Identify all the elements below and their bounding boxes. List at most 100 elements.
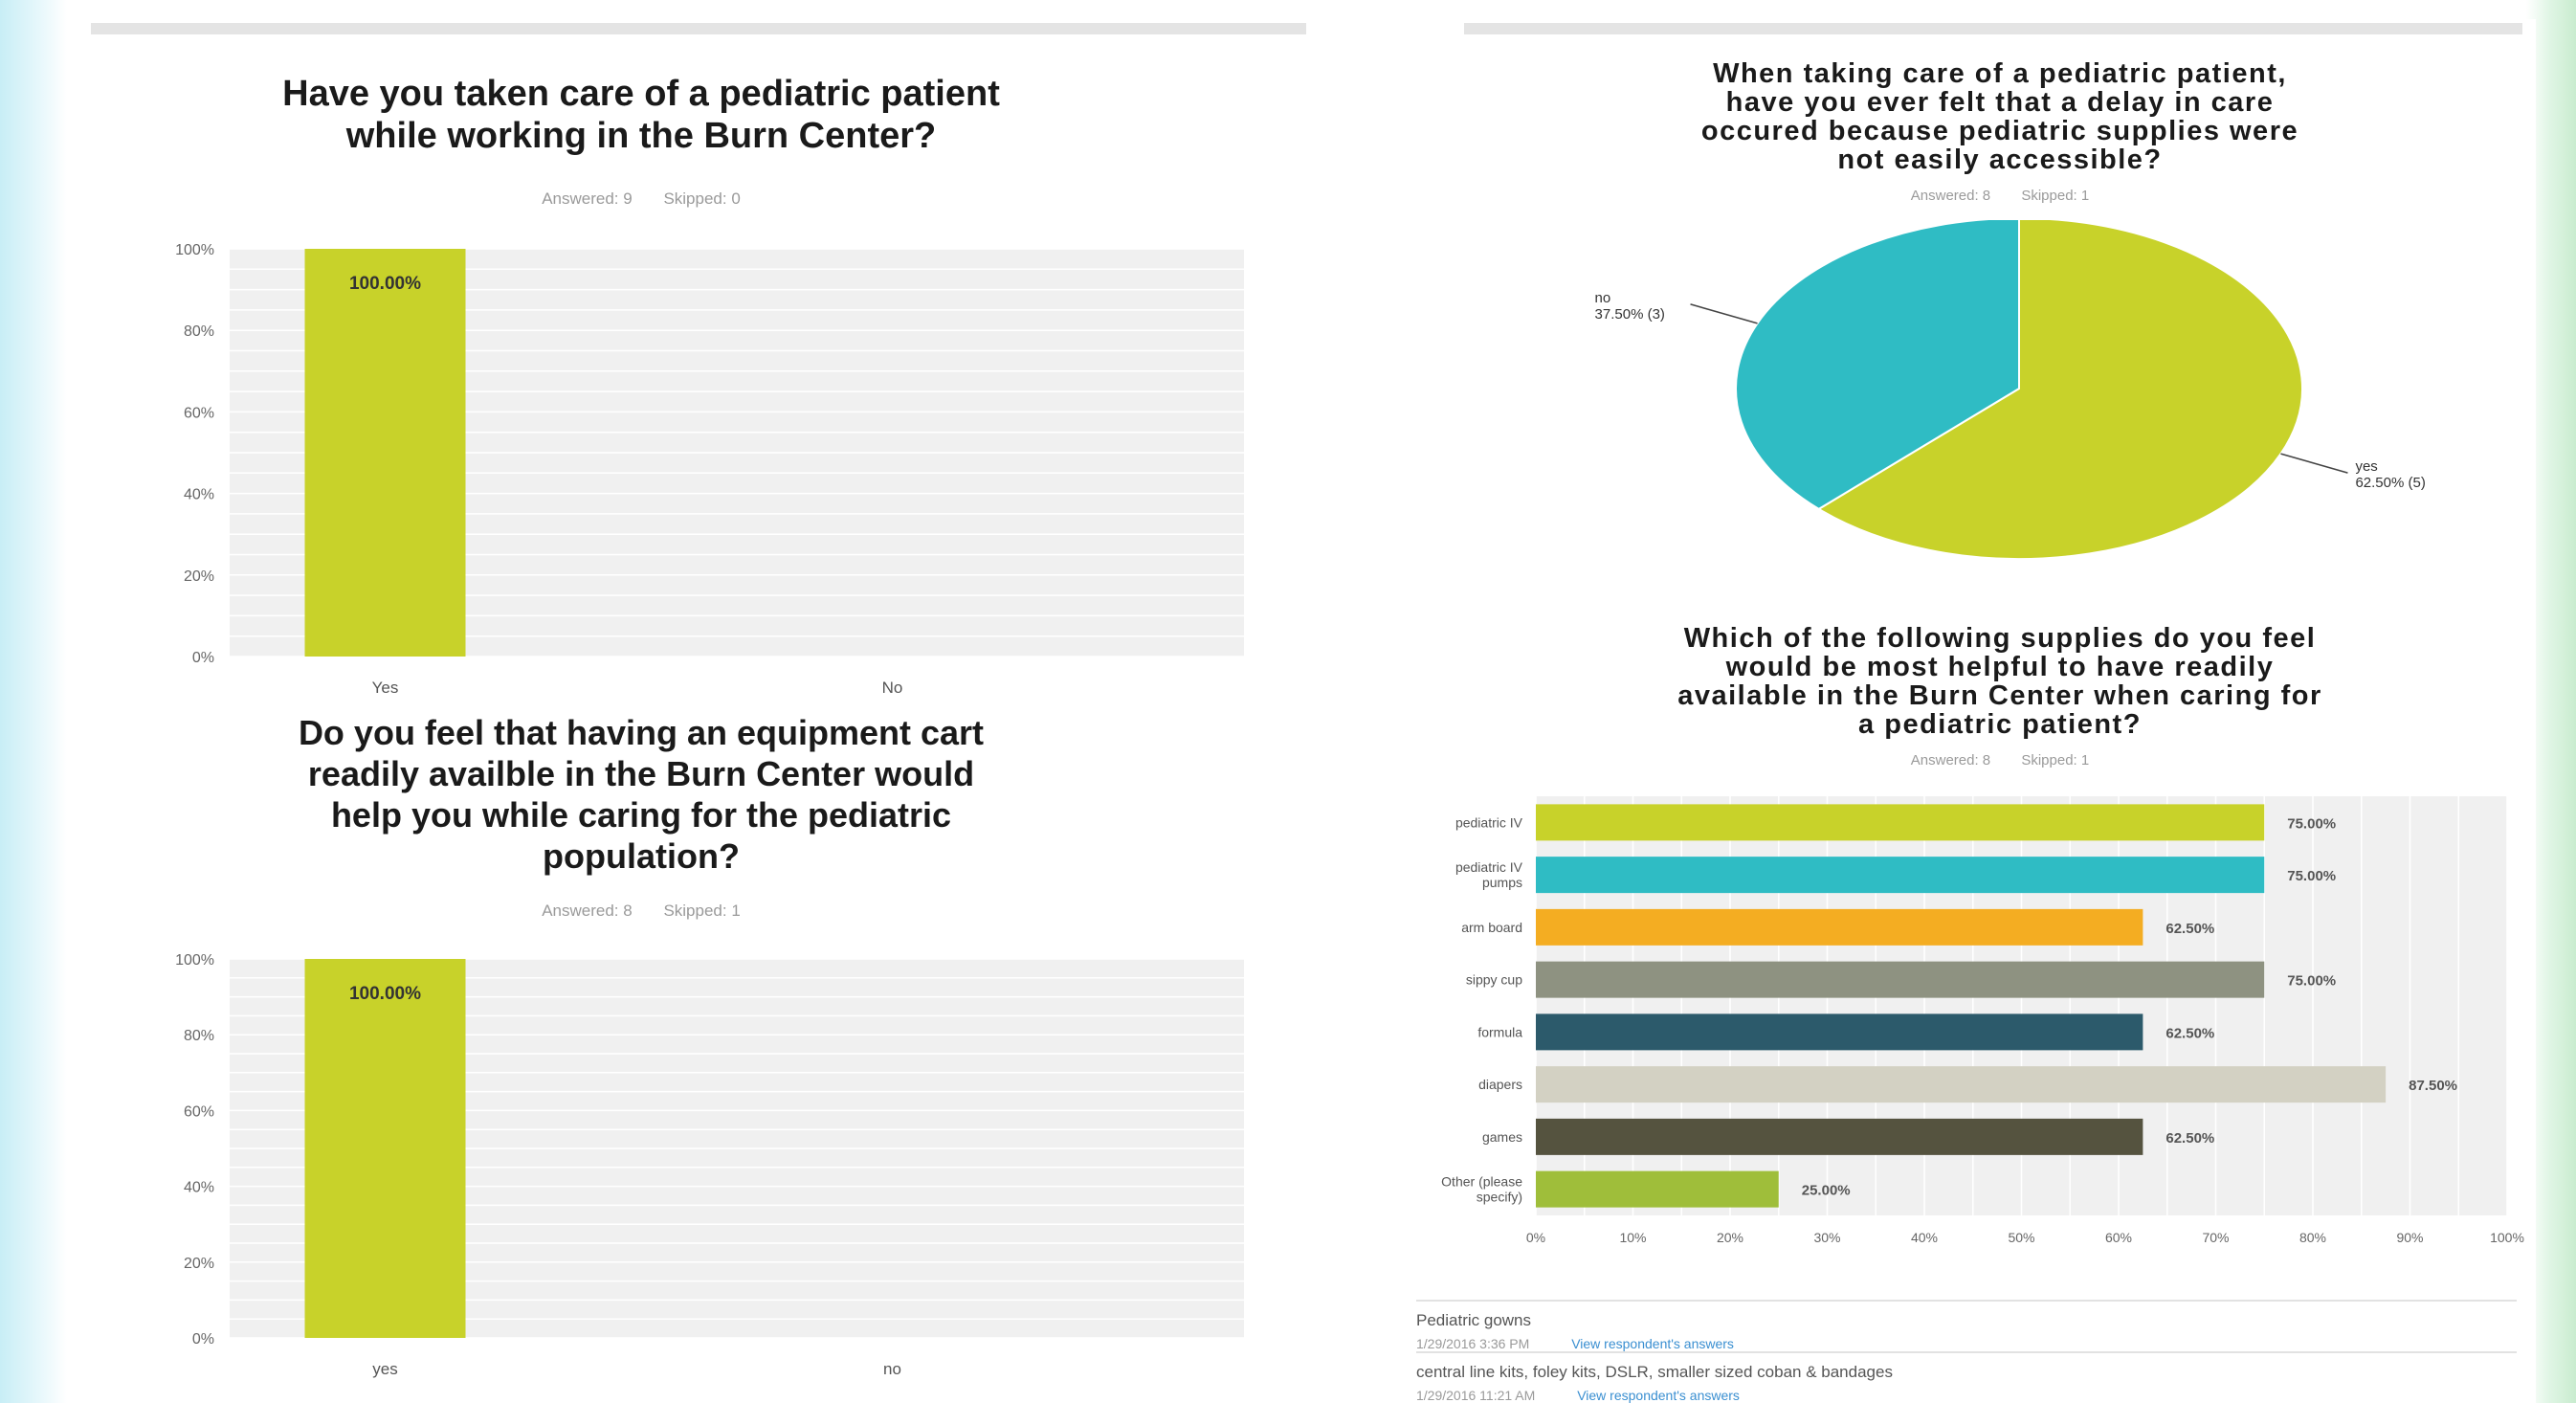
view-respondent-link-1[interactable]: View respondent's answers	[1571, 1336, 1734, 1351]
q3-leader-line-no	[1690, 303, 1758, 324]
q4-xtick-label: 100%	[2490, 1230, 2524, 1245]
q4-xtick-label: 80%	[2299, 1230, 2326, 1245]
q3-skipped: Skipped: 1	[2021, 188, 2090, 204]
q4-data-label-arm-board: 62.50%	[2165, 921, 2214, 937]
q2-data-label-yes: 100.00%	[349, 984, 421, 1004]
q2-meta: Answered: 8 Skipped: 1	[163, 902, 1120, 921]
q1-ytick-label: 20%	[184, 568, 214, 585]
q3-title-line3: occured because pediatric supplies were	[1700, 116, 2299, 146]
q1-title-line1: Have you taken care of a pediatric patie…	[282, 74, 1000, 114]
q3-pie-slice-no	[1735, 220, 2020, 511]
q4-xtick-label: 50%	[2008, 1230, 2034, 1245]
q4-bar-formula	[1536, 1013, 2143, 1051]
q1-xtick-label-no: No	[882, 679, 903, 697]
q4-category-label-pediatric-iv-pumps: pumps	[1482, 875, 1522, 890]
q4-xtick-label: 0%	[1526, 1230, 1545, 1245]
q4-xtick-label: 30%	[1813, 1230, 1840, 1245]
q4-xtick-label: 70%	[2202, 1230, 2229, 1245]
q2-ytick-label: 20%	[184, 1256, 214, 1272]
q1-ytick-label: 40%	[184, 487, 214, 503]
q1-answered: Answered: 9	[542, 189, 633, 208]
q4-category-label-arm-board: arm board	[1461, 920, 1522, 935]
q4-answered: Answered: 8	[1910, 752, 1991, 768]
q1-data-label-yes: 100.00%	[349, 274, 421, 294]
response-item-1: Pediatric gowns 1/29/2016 3:36 PM View r…	[1416, 1300, 2517, 1351]
response-text-1: Pediatric gowns	[1416, 1311, 1532, 1329]
q1-bar-yes	[304, 249, 466, 657]
response-date-2: 1/29/2016 11:21 AM	[1416, 1388, 1536, 1403]
q2-title: Do you feel that having an equipment car…	[163, 712, 1120, 877]
q1-ytick-label: 80%	[184, 323, 214, 340]
q4-category-label-games: games	[1482, 1129, 1522, 1145]
q3-pie-slice-yes	[1816, 220, 2303, 560]
q4-data-label-pediatric-iv-pumps: 75.00%	[2287, 868, 2336, 884]
q2-answered: Answered: 8	[542, 902, 633, 920]
q4-title-line3: available in the Burn Center when caring…	[1677, 680, 2322, 711]
q3-slice-value-yes: 62.50% (5)	[2355, 475, 2425, 491]
q4-bar-arm-board	[1536, 908, 2143, 946]
q4-xtick-label: 60%	[2105, 1230, 2132, 1245]
q3-title: When taking care of a pediatric patient,…	[1541, 59, 2459, 174]
q4-bar-pediatric-iv-pumps	[1536, 857, 2265, 894]
q1-bar-chart: 0% 20% 40% 60% 80% 100% 100.00% Yes No	[175, 242, 1244, 697]
right-panel-topbar	[1464, 23, 2522, 34]
q4-category-label-pediatric-iv-pumps: pediatric IV	[1455, 859, 1523, 875]
q2-title-line1: Do you feel that having an equipment car…	[298, 713, 985, 752]
q4-title-line2: would be most helpful to have readily	[1725, 652, 2275, 682]
view-respondent-link-2[interactable]: View respondent's answers	[1577, 1388, 1740, 1403]
q2-bar-yes	[304, 959, 466, 1338]
q4-data-label-pediatric-iv: 75.00%	[2287, 815, 2336, 832]
q4-title: Which of the following supplies do you f…	[1455, 624, 2545, 739]
q4-category-label-sippy-cup: sippy cup	[1466, 972, 1522, 988]
q4-data-label-other-please-specify: 25.00%	[1802, 1183, 1851, 1199]
q4-bar-other-please-specify	[1536, 1170, 1779, 1208]
q1-title-line2: while working in the Burn Center?	[345, 116, 937, 156]
q4-category-label-pediatric-iv: pediatric IV	[1455, 814, 1523, 830]
q2-ytick-label: 40%	[184, 1180, 214, 1196]
q4-data-label-sippy-cup: 75.00%	[2287, 973, 2336, 990]
q4-title-line1: Which of the following supplies do you f…	[1683, 623, 2317, 654]
q2-ytick-label: 80%	[184, 1028, 214, 1044]
q1-skipped: Skipped: 0	[663, 189, 741, 208]
q4-xtick-label: 20%	[1717, 1230, 1743, 1245]
q2-xtick-label-yes: yes	[372, 1360, 397, 1378]
q4-meta: Answered: 8 Skipped: 1	[1455, 752, 2545, 768]
q4-category-label-formula: formula	[1477, 1024, 1522, 1039]
q3-title-line4: not easily accessible?	[1837, 145, 2163, 175]
q3-answered: Answered: 8	[1910, 188, 1991, 204]
q3-slice-name-no: no	[1595, 290, 1611, 306]
q3-leader-line-yes	[2280, 453, 2348, 474]
q2-title-line4: population?	[543, 836, 740, 876]
q2-xtick-label-no: no	[883, 1360, 901, 1378]
q2-skipped: Skipped: 1	[663, 902, 741, 920]
q4-skipped: Skipped: 1	[2021, 752, 2090, 768]
response-date-1: 1/29/2016 3:36 PM	[1416, 1336, 1530, 1351]
q1-xtick-label-yes: Yes	[372, 679, 399, 697]
q4-data-label-diapers: 87.50%	[2409, 1078, 2457, 1094]
q3-slice-name-yes: yes	[2355, 458, 2377, 475]
q2-ytick-label: 0%	[192, 1331, 214, 1347]
q3-slice-value-no: 37.50% (3)	[1595, 306, 1665, 323]
q4-xtick-label: 90%	[2396, 1230, 2423, 1245]
q1-ytick-label: 0%	[192, 650, 214, 666]
q4-title-line4: a pediatric patient?	[1858, 709, 2142, 740]
q2-ytick-label: 100%	[175, 952, 214, 969]
q4-bar-games	[1536, 1118, 2143, 1155]
q3-meta: Answered: 8 Skipped: 1	[1541, 188, 2459, 204]
q2-title-line3: help you while caring for the pediatric	[330, 795, 952, 835]
left-panel-topbar	[91, 23, 1306, 34]
q2-title-line2: readily availble in the Burn Center woul…	[307, 754, 975, 793]
q4-category-label-diapers: diapers	[1478, 1077, 1522, 1092]
q4-bar-pediatric-iv	[1536, 804, 2265, 841]
q1-ytick-label: 60%	[184, 405, 214, 421]
response-item-2: central line kits, foley kits, DSLR, sma…	[1416, 1351, 2517, 1403]
response-text-2: central line kits, foley kits, DSLR, sma…	[1416, 1363, 1893, 1381]
q3-title-line1: When taking care of a pediatric patient,	[1713, 58, 2287, 89]
q3-title-line2: have you ever felt that a delay in care	[1725, 87, 2275, 118]
q1-ytick-label: 100%	[175, 242, 214, 258]
q4-category-label-other-please-specify: Other (please	[1441, 1174, 1522, 1190]
q4-bar-diapers	[1536, 1066, 2387, 1103]
q1-title: Have you taken care of a pediatric patie…	[163, 73, 1120, 157]
